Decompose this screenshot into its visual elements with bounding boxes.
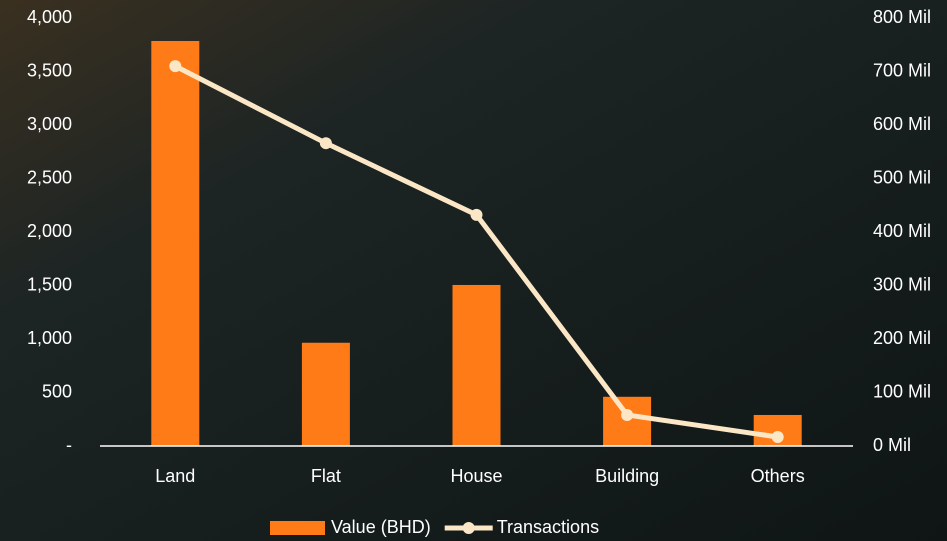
legend-swatch <box>270 521 325 535</box>
line-marker <box>621 408 634 421</box>
y2-tick-label: 300 Mil <box>873 274 931 294</box>
y-tick-label: 3,000 <box>27 114 72 134</box>
y-tick-label: 3,500 <box>27 60 72 80</box>
y2-tick-label: 100 Mil <box>873 381 931 401</box>
y-tick-label: 1,000 <box>27 328 72 348</box>
y2-tick-label: 500 Mil <box>873 167 931 187</box>
y-tick-label: 1,500 <box>27 274 72 294</box>
legend-label: Transactions <box>497 517 599 537</box>
bar <box>603 396 652 446</box>
y-tick-label: - <box>66 435 72 455</box>
y-tick-label: 2,500 <box>27 167 72 187</box>
bar <box>301 342 350 446</box>
y2-tick-label: 200 Mil <box>873 328 931 348</box>
y-tick-label: 2,000 <box>27 221 72 241</box>
y-tick-label: 500 <box>42 381 72 401</box>
x-tick-label: Land <box>155 466 195 486</box>
y2-tick-label: 700 Mil <box>873 60 931 80</box>
line-marker <box>771 431 784 444</box>
line-marker <box>169 60 182 73</box>
y2-tick-label: 600 Mil <box>873 114 931 134</box>
legend-swatch <box>462 522 475 534</box>
y2-tick-label: 800 Mil <box>873 7 931 27</box>
bar <box>452 284 501 446</box>
y2-tick-label: 400 Mil <box>873 221 931 241</box>
x-tick-label: Building <box>595 466 659 486</box>
bar <box>151 41 200 446</box>
line-marker <box>470 208 483 221</box>
x-tick-label: House <box>450 466 502 486</box>
x-tick-label: Others <box>751 466 805 486</box>
y-tick-label: 4,000 <box>27 7 72 27</box>
x-tick-label: Flat <box>311 466 341 486</box>
line-marker <box>319 137 332 150</box>
legend-label: Value (BHD) <box>331 517 431 537</box>
y2-tick-label: 0 Mil <box>873 435 911 455</box>
